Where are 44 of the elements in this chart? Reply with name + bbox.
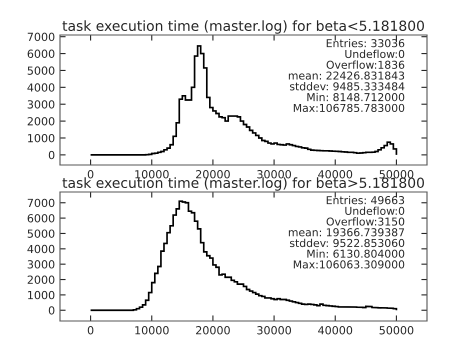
y-tick-label: 1000 — [28, 134, 54, 142]
x-tick-label: 10000 — [135, 170, 169, 178]
y-tick-label: 2000 — [28, 117, 54, 126]
annotation: Undeflow:0 — [345, 206, 404, 215]
x-tick-label: 30000 — [257, 326, 292, 334]
x-tick-label: 50000 — [380, 170, 414, 178]
annotation: Entries: 33036 — [326, 38, 404, 48]
annotation: stddev: 9522.853060 — [290, 238, 404, 248]
y-tick-label: 6000 — [28, 214, 54, 222]
y-tick-label: 7000 — [28, 32, 54, 42]
annotation: Undeflow:0 — [345, 50, 404, 58]
y-tick-label: 2000 — [28, 276, 54, 284]
y-tick-label: 1000 — [28, 290, 54, 300]
annotation: Min: 8148.712000 — [307, 92, 404, 102]
annotation: Max:106063.309000 — [294, 260, 404, 268]
y-tick-label: 3000 — [28, 260, 54, 269]
chart-title: task execution time (master.log) for beta>5.181800 — [62, 177, 424, 191]
x-tick-label: 20000 — [196, 326, 230, 334]
annotation: mean: 19366.739387 — [288, 228, 404, 236]
annotation: Entries: 49663 — [326, 196, 404, 204]
annotation: mean: 22426.831843 — [288, 71, 404, 80]
x-tick-label: 40000 — [318, 326, 352, 334]
annotation: Min: 6130.804000 — [307, 249, 404, 258]
y-tick-label: 3000 — [28, 100, 54, 109]
y-tick-label: 4000 — [27, 83, 54, 92]
chart-title: task execution time (master.log) for beta<5.181800 — [62, 20, 424, 34]
x-tick-label: 10000 — [135, 326, 169, 334]
y-tick-label: 7000 — [28, 198, 54, 208]
y-tick-label: 0 — [48, 306, 54, 315]
annotation: Overflow:3150 — [326, 217, 404, 226]
x-tick-label: 20000 — [196, 170, 230, 178]
y-tick-label: 5000 — [28, 66, 54, 75]
annotation: stddev: 9485.333484 — [290, 82, 404, 90]
x-tick-label: 40000 — [318, 170, 352, 178]
y-tick-label: 4000 — [27, 244, 54, 254]
annotation: Overflow:1836 — [326, 60, 404, 69]
x-tick-label: 50000 — [380, 326, 414, 334]
x-tick-label: 0 — [88, 170, 94, 178]
y-tick-label: 5000 — [28, 229, 54, 238]
y-tick-label: 0 — [48, 150, 54, 160]
x-tick-label: 30000 — [257, 170, 292, 178]
y-tick-label: 6000 — [28, 50, 54, 58]
x-tick-label: 0 — [88, 326, 94, 334]
annotation: Max:106785.783000 — [294, 104, 404, 112]
